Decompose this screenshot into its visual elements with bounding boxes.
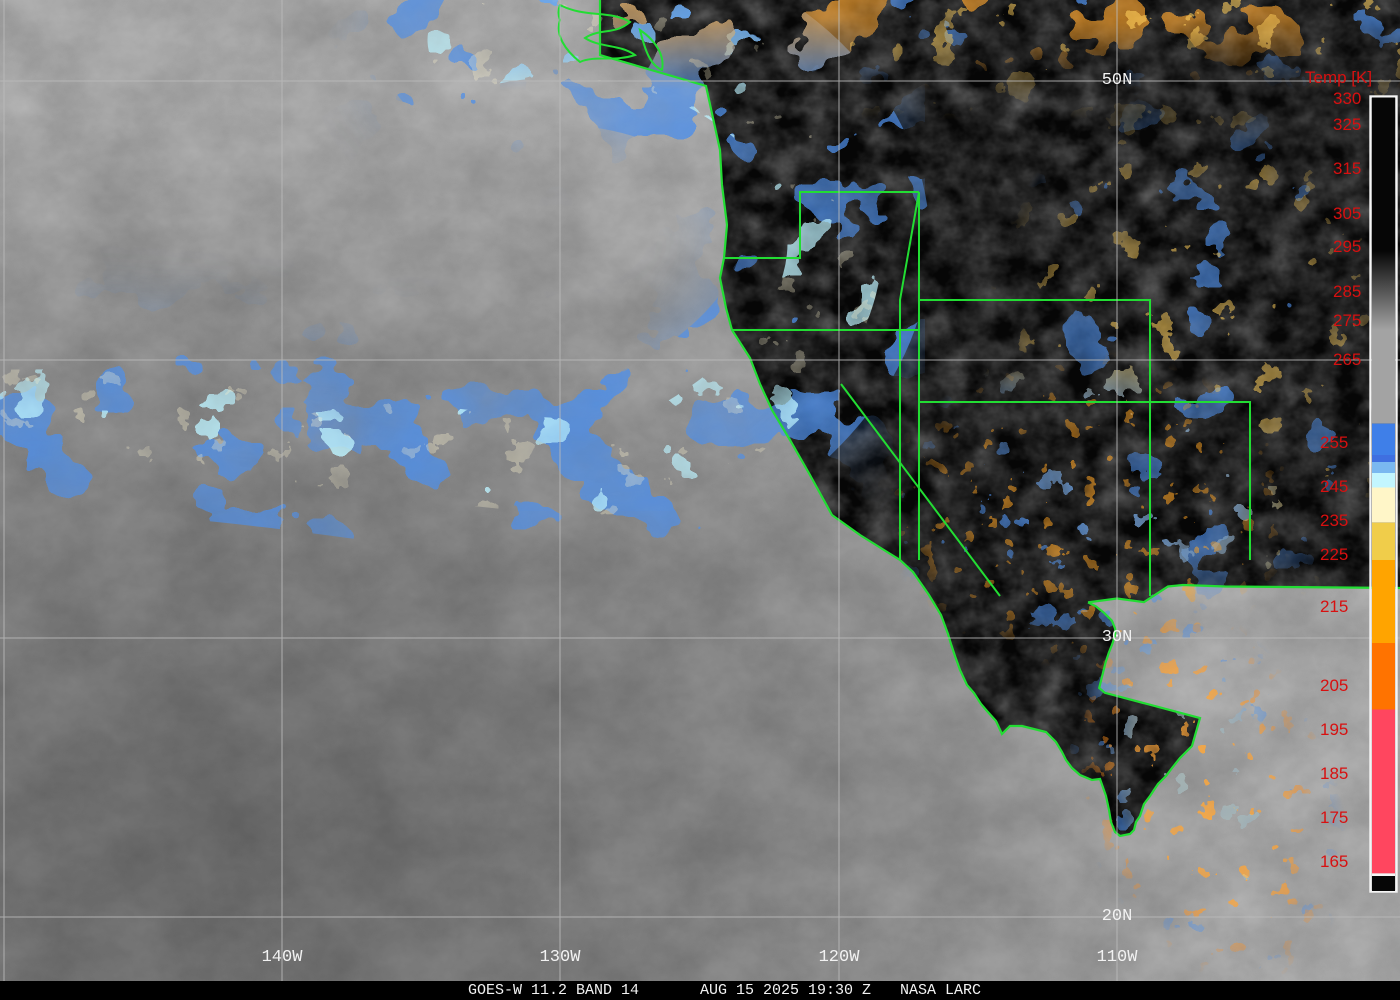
svg-text:NASA LARC: NASA LARC: [900, 982, 981, 999]
svg-text:AUG 15 2025 19:30 Z: AUG 15 2025 19:30 Z: [700, 982, 871, 999]
svg-text:GOES-W 11.2 BAND 14: GOES-W 11.2 BAND 14: [468, 982, 639, 999]
